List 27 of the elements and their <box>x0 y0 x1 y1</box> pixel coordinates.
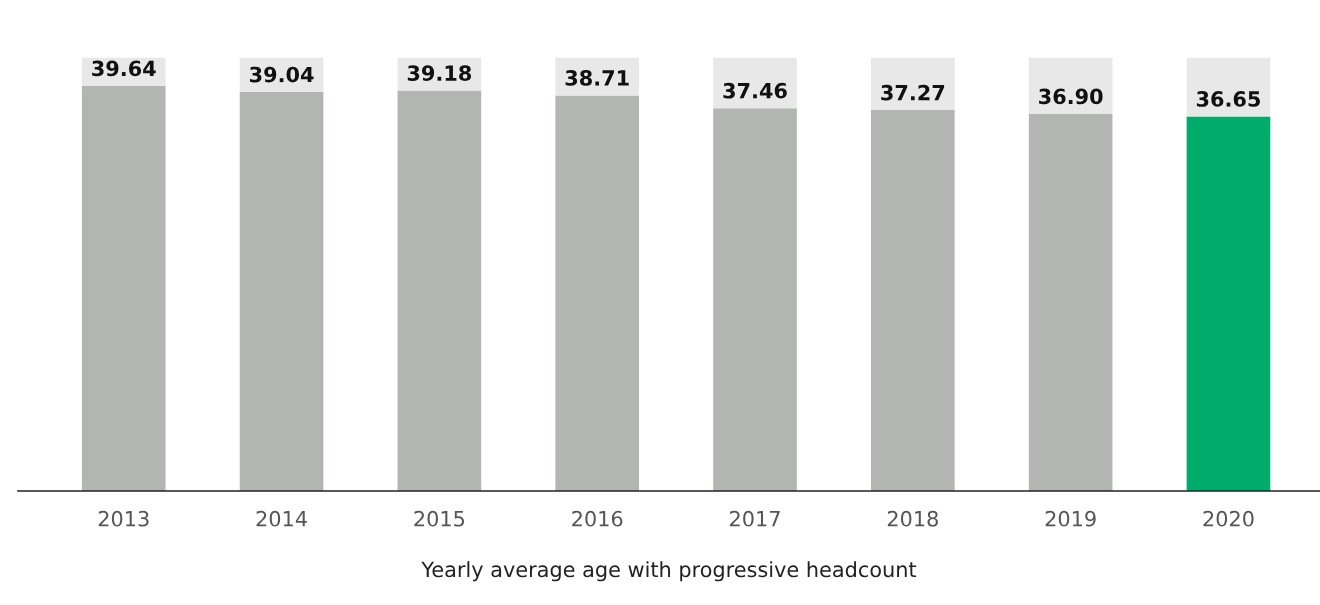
x-tick-label: 2017 <box>730 510 780 527</box>
data-label: 39.18 <box>407 65 472 81</box>
data-label: 37.46 <box>723 82 787 99</box>
data-label: 37.27 <box>881 84 945 101</box>
x-tick-label: 2013 <box>98 510 149 527</box>
bar <box>1186 116 1271 491</box>
x-tick-label: 2014 <box>256 510 307 527</box>
bar <box>397 90 482 491</box>
bar <box>81 85 166 491</box>
x-tick-label: 2019 <box>1045 510 1096 527</box>
bar <box>1028 113 1113 491</box>
data-label: 36.65 <box>1196 91 1260 107</box>
x-tick-label: 2015 <box>414 510 465 527</box>
x-axis-title: Yearly average age with progressive headcount <box>421 561 917 582</box>
bar <box>555 95 640 491</box>
bar <box>871 110 955 491</box>
bar <box>713 108 797 491</box>
x-tick-label: 2018 <box>887 510 938 527</box>
data-label: 38.71 <box>565 70 629 86</box>
data-label: 39.04 <box>250 66 314 83</box>
data-label: 36.90 <box>1039 88 1103 105</box>
x-tick-label: 2016 <box>572 510 623 527</box>
data-label: 39.64 <box>92 60 156 77</box>
x-tick-label: 2020 <box>1203 510 1254 527</box>
bar <box>871 57 955 111</box>
bar <box>239 92 324 491</box>
bar <box>713 57 797 109</box>
